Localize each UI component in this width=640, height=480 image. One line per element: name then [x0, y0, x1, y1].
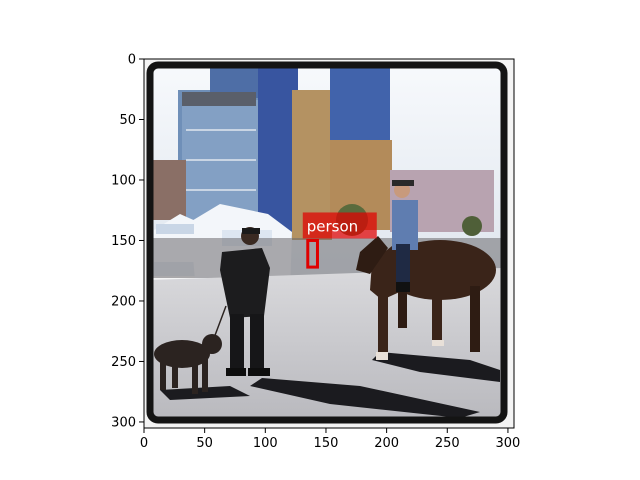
y-tick-label: 50: [119, 113, 136, 128]
photo-frame: [146, 61, 508, 424]
x-tick-label: 250: [435, 436, 460, 451]
x-tick-label: 100: [253, 436, 278, 451]
y-tick-label: 150: [111, 234, 136, 249]
y-ticks: 0 50 100 150 200 250 300: [111, 53, 144, 430]
y-tick-label: 200: [111, 294, 136, 309]
axes-frame: [143, 58, 515, 429]
x-tick-label: 0: [140, 436, 148, 451]
shadows: [160, 352, 500, 418]
x-tick-label: 50: [196, 436, 213, 451]
y-tick-label: 300: [111, 415, 136, 430]
dog: [154, 305, 227, 394]
detection-label: person: [307, 217, 358, 235]
y-tick-label: 0: [128, 53, 136, 68]
x-tick-label: 200: [374, 436, 399, 451]
police-horse: [356, 180, 496, 360]
detection-box: [306, 238, 319, 269]
x-ticks: 0 50 100 150 200 250 300: [140, 428, 520, 451]
detections: person: [302, 212, 377, 269]
axes: [143, 58, 515, 429]
y-tick-label: 100: [111, 173, 136, 188]
handler-person: [220, 227, 270, 376]
tree: [462, 216, 482, 236]
stadium-building: [152, 68, 494, 240]
detection-label-background: [302, 212, 377, 239]
y-tick-label: 250: [111, 355, 136, 370]
photo: [144, 59, 514, 428]
x-tick-label: 150: [314, 436, 339, 451]
x-tick-label: 300: [496, 436, 521, 451]
